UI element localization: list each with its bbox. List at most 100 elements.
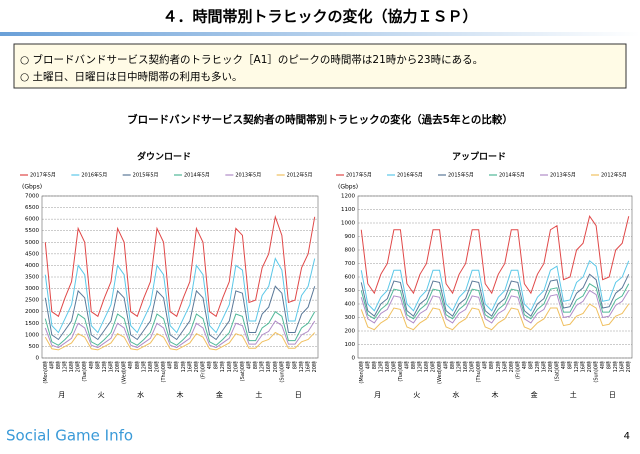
x-tick-label: 12時 [613,361,619,372]
day-label: 木 [177,390,184,399]
y-tick-label: 100 [345,342,356,348]
x-tick-label: 4時 [600,361,606,369]
series-line [44,310,316,346]
day-label: 火 [98,391,105,399]
y-tick-label: 5500 [25,228,39,234]
x-tick-label: 8時 [174,361,180,369]
y-tick-label: 4000 [25,263,39,269]
x-tick-label: 16時 [541,361,547,372]
legend-label: 2016年5月 [397,172,423,179]
x-tick-label: 4時 [404,361,410,369]
series-line [44,285,316,341]
day-label: 木 [492,390,499,399]
series-line [360,283,630,320]
x-tick-label: (Wed)0時 [437,361,443,384]
x-tick-label: 12時 [574,361,580,372]
x-tick-label: 12時 [102,361,108,372]
legend-label: 2014年5月 [184,172,210,179]
x-tick-label: 16時 [148,361,154,372]
chart-title: アップロード [452,151,506,163]
x-tick-label: 20時 [548,361,554,372]
x-tick-label: (Tue)0時 [82,361,88,382]
x-tick-label: (Sat)0時 [240,361,246,381]
x-tick-label: 8時 [568,361,574,369]
x-tick-label: 12時 [141,361,147,372]
x-tick-label: 16時 [424,361,430,372]
x-tick-label: 20時 [509,361,515,372]
day-label: 日 [295,391,302,399]
x-tick-label: 20時 [115,361,121,372]
legend-label: 2017年5月 [346,172,372,179]
y-tick-label: 6500 [25,205,39,211]
y-tick-label: 3000 [25,286,39,292]
x-tick-label: 8時 [135,361,141,369]
x-tick-label: 4時 [522,361,528,369]
x-tick-label: 12時 [220,361,226,372]
day-label: 金 [531,390,538,399]
x-tick-label: (Fri)0時 [515,361,521,379]
title-rule [0,32,640,36]
x-tick-label: 8時 [528,361,534,369]
y-tick-label: 900 [345,234,356,240]
x-tick-label: (Sun)0時 [279,361,285,383]
x-tick-label: 20時 [470,361,476,372]
x-tick-label: 16時 [187,361,193,372]
x-tick-label: 16時 [306,361,312,372]
x-tick-label: 4時 [207,361,213,369]
legend-label: 2012年5月 [287,172,313,179]
x-tick-label: 20時 [626,361,632,372]
legend-label: 2015年5月 [448,172,474,179]
y-tick-label: 7000 [25,194,39,200]
x-tick-label: 16時 [109,361,115,372]
x-tick-label: 8時 [56,361,62,369]
y-tick-label: 800 [345,248,356,254]
x-tick-label: 20時 [194,361,200,372]
day-label: 水 [137,390,144,399]
x-tick-label: (Thu)0時 [476,361,482,382]
note-box [13,43,627,89]
x-tick-label: (Tue)0時 [398,361,404,382]
plot-frame [357,195,633,359]
y-tick-label: 700 [345,261,356,267]
y-tick-label: 500 [29,344,40,350]
x-tick-label: 4時 [444,361,450,369]
x-tick-label: 12時 [535,361,541,372]
chart-title: ダウンロード [137,151,191,163]
y-tick-label: 200 [345,329,356,335]
day-label: 金 [216,390,223,399]
x-tick-label: 4時 [483,361,489,369]
x-tick-label: 12時 [181,361,187,372]
x-tick-label: 16時 [620,361,626,372]
x-tick-label: 8時 [214,361,220,369]
series-line [360,215,630,295]
legend-label: 2017年5月 [30,172,56,179]
y-axis-label: (Gbps) [338,184,358,191]
x-tick-label: (Fri)0時 [201,361,207,379]
note: ○ ブロードバンドサービス契約者のトラヒック［A1］のピークの時間帯は21時から… [20,53,483,66]
series-line [44,320,316,349]
y-tick-label: 2500 [25,298,39,304]
day-label: 月 [374,391,381,399]
x-tick-label: (Mon)0時 [359,361,365,384]
x-tick-label: 8時 [411,361,417,369]
logo: Social Game Info [6,427,133,445]
day-label: 月 [58,391,65,399]
x-tick-label: 4時 [89,361,95,369]
x-tick-label: 16時 [227,361,233,372]
x-tick-label: 4時 [49,361,55,369]
x-tick-label: (Mon)0時 [43,361,49,384]
y-axis-label: (Gbps) [22,184,42,191]
section-title: ブロードバンドサービス契約者の時間帯別トラヒックの変化（過去5年との比較） [127,113,513,126]
x-tick-label: 20時 [391,361,397,372]
y-tick-label: 2000 [25,309,39,315]
series-line [360,259,630,312]
legend-label: 2012年5月 [601,172,627,179]
x-tick-label: 16時 [385,361,391,372]
x-tick-label: 12時 [260,361,266,372]
x-tick-label: 8時 [450,361,456,369]
x-tick-label: 20時 [155,361,161,372]
x-tick-label: (Sat)0時 [554,361,560,381]
x-tick-label: 4時 [247,361,253,369]
x-tick-label: (Sun)0時 [594,361,600,383]
